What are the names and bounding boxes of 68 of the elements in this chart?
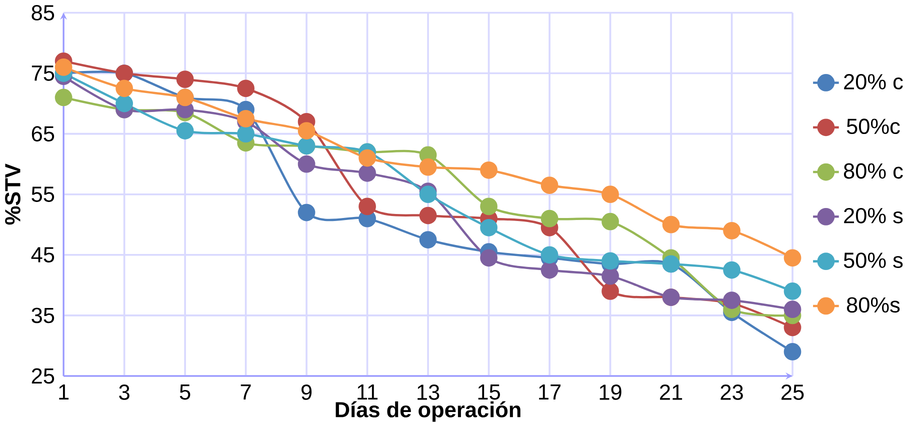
y-tick-label: 65 <box>32 126 54 142</box>
point <box>237 125 254 143</box>
point <box>540 176 558 194</box>
point <box>784 343 802 361</box>
x-tick-label: 13 <box>418 384 440 400</box>
point <box>54 58 72 76</box>
x-tick-label: 9 <box>302 384 312 400</box>
point <box>723 292 740 310</box>
point <box>480 198 498 216</box>
legend-label: 80% c <box>844 163 903 179</box>
point <box>662 216 680 234</box>
x-tick-label: 5 <box>180 384 190 400</box>
x-tick-label: 1 <box>59 384 69 400</box>
point <box>723 261 740 279</box>
x-tick-label: 23 <box>720 384 743 400</box>
x-axis-title: Días de operación <box>336 401 520 422</box>
point <box>480 249 498 267</box>
x-tick-label: 21 <box>660 384 682 400</box>
legend-label: 50%c <box>846 118 900 134</box>
x-tick-label: 17 <box>539 384 561 400</box>
point <box>298 156 316 173</box>
point <box>602 252 619 270</box>
y-tick-label: 35 <box>32 308 54 324</box>
point <box>116 80 133 98</box>
point <box>298 204 316 222</box>
point <box>540 246 558 264</box>
point <box>419 206 437 224</box>
y-tick-label: 25 <box>32 368 54 384</box>
point <box>358 198 376 216</box>
point <box>602 268 619 285</box>
point <box>602 213 619 230</box>
point <box>784 300 802 318</box>
point <box>480 162 498 179</box>
legend-label: 20% c <box>844 74 903 90</box>
point <box>784 249 802 267</box>
point <box>723 222 740 240</box>
point <box>176 122 194 140</box>
point <box>540 261 558 279</box>
legend-label: 50% s <box>844 252 903 268</box>
x-tick-label: 19 <box>600 384 622 400</box>
point <box>602 282 619 300</box>
point <box>176 70 194 88</box>
point <box>540 210 558 228</box>
x-tick-label: 15 <box>478 384 500 400</box>
point <box>480 219 498 236</box>
point <box>784 282 802 300</box>
legend-label: 80%s <box>846 297 900 313</box>
point <box>419 231 437 249</box>
y-tick-label: 55 <box>32 186 54 202</box>
x-tick-label: 3 <box>119 384 130 400</box>
point <box>237 80 254 98</box>
y-tick-label: 75 <box>32 66 54 81</box>
x-tick-label: 11 <box>358 384 378 400</box>
point <box>54 88 72 106</box>
point <box>602 186 619 204</box>
point <box>419 158 437 176</box>
x-tick-label: 7 <box>240 384 251 400</box>
point <box>419 186 437 204</box>
legend-label: 20% s <box>844 208 903 224</box>
y-axis-title: %STV <box>5 164 20 225</box>
point <box>298 122 316 140</box>
x-tick-label: 25 <box>782 384 804 400</box>
point <box>358 149 376 167</box>
point <box>358 164 376 182</box>
point <box>116 94 133 112</box>
point <box>237 110 254 128</box>
y-tick-label: 85 <box>32 5 54 21</box>
y-tick-label: 45 <box>31 247 54 263</box>
